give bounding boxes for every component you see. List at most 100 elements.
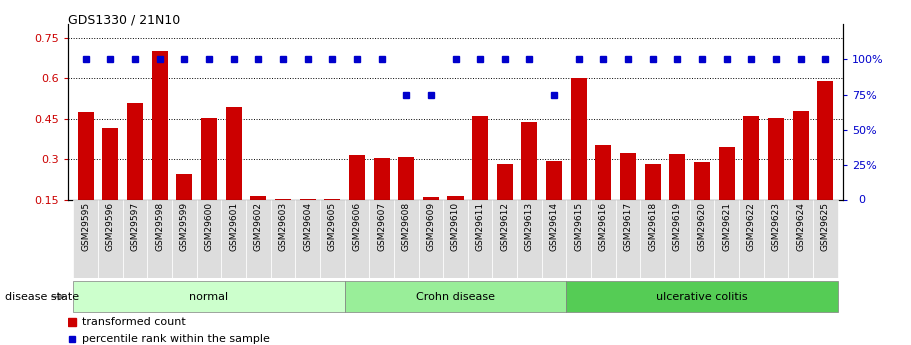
Text: normal: normal [189, 292, 229, 302]
Bar [690, 200, 714, 278]
Text: GSM29598: GSM29598 [155, 201, 164, 251]
Text: GSM29596: GSM29596 [106, 201, 115, 251]
Bar [73, 200, 97, 278]
Text: GSM29623: GSM29623 [772, 201, 781, 251]
Text: GSM29616: GSM29616 [599, 201, 608, 251]
Text: percentile rank within the sample: percentile rank within the sample [82, 334, 270, 344]
Text: GSM29608: GSM29608 [402, 201, 411, 251]
Bar [320, 200, 344, 278]
Text: GSM29601: GSM29601 [229, 201, 238, 251]
Bar [324, 199, 340, 241]
Bar [251, 196, 266, 241]
Bar [719, 147, 735, 241]
Bar [394, 200, 418, 278]
Bar [670, 154, 685, 241]
Text: GSM29613: GSM29613 [525, 201, 534, 251]
Text: GSM29612: GSM29612 [500, 201, 509, 251]
Bar [496, 164, 513, 241]
Bar [645, 164, 660, 241]
Bar [546, 161, 562, 241]
Bar [226, 107, 241, 241]
Text: GSM29624: GSM29624 [796, 201, 805, 250]
Bar [295, 200, 320, 278]
Bar [793, 111, 809, 241]
Bar [714, 200, 739, 278]
Bar [176, 174, 192, 241]
Text: GSM29618: GSM29618 [649, 201, 658, 251]
Bar [344, 200, 369, 278]
Text: GSM29610: GSM29610 [451, 201, 460, 251]
Bar [447, 196, 464, 241]
Bar [443, 200, 468, 278]
Bar [640, 200, 665, 278]
Bar [127, 103, 143, 241]
Text: Crohn disease: Crohn disease [416, 292, 495, 302]
Text: GSM29620: GSM29620 [698, 201, 707, 251]
Bar [197, 200, 221, 278]
Text: disease state: disease state [5, 292, 78, 302]
Bar [344, 281, 567, 312]
Bar [521, 121, 537, 241]
Bar [768, 118, 784, 241]
Bar [763, 200, 788, 278]
Bar [423, 197, 439, 241]
Bar [616, 200, 640, 278]
Bar [300, 199, 315, 241]
Bar [349, 156, 365, 241]
Bar [694, 162, 710, 241]
Text: GSM29617: GSM29617 [624, 201, 632, 251]
Text: GSM29600: GSM29600 [204, 201, 213, 251]
Text: transformed count: transformed count [82, 317, 186, 327]
Bar [148, 200, 172, 278]
Bar [201, 118, 217, 241]
Text: GSM29599: GSM29599 [179, 201, 189, 251]
Text: GSM29622: GSM29622 [747, 201, 756, 250]
Text: GSM29595: GSM29595 [81, 201, 90, 251]
Bar [172, 200, 197, 278]
Bar [123, 200, 148, 278]
Text: ulcerative colitis: ulcerative colitis [656, 292, 748, 302]
Bar [817, 81, 834, 241]
Text: GSM29604: GSM29604 [303, 201, 312, 251]
Bar [567, 281, 838, 312]
Bar [374, 158, 390, 241]
Text: GSM29609: GSM29609 [426, 201, 435, 251]
Bar [221, 200, 246, 278]
Bar [493, 200, 517, 278]
Bar [73, 281, 344, 312]
Bar [77, 112, 94, 241]
Text: GSM29611: GSM29611 [476, 201, 485, 251]
Text: GSM29614: GSM29614 [549, 201, 558, 251]
Bar [739, 200, 763, 278]
Text: GSM29619: GSM29619 [673, 201, 682, 251]
Bar [567, 200, 591, 278]
Text: GSM29606: GSM29606 [353, 201, 362, 251]
Bar [517, 200, 542, 278]
Bar [102, 128, 118, 241]
Bar [788, 200, 814, 278]
Bar [472, 116, 488, 241]
Bar [743, 116, 760, 241]
Text: GSM29615: GSM29615 [574, 201, 583, 251]
Text: GSM29605: GSM29605 [328, 201, 337, 251]
Text: GSM29603: GSM29603 [279, 201, 287, 251]
Text: GSM29602: GSM29602 [253, 201, 262, 251]
Bar [369, 200, 394, 278]
Bar [271, 200, 295, 278]
Bar [596, 145, 611, 241]
Bar [468, 200, 493, 278]
Bar [571, 78, 587, 241]
Text: GDS1330 / 21N10: GDS1330 / 21N10 [68, 14, 180, 27]
Bar [665, 200, 690, 278]
Bar [620, 153, 636, 241]
Bar [246, 200, 271, 278]
Bar [418, 200, 443, 278]
Text: GSM29607: GSM29607 [377, 201, 386, 251]
Bar [275, 199, 291, 241]
Text: GSM29625: GSM29625 [821, 201, 830, 251]
Bar [591, 200, 616, 278]
Bar [814, 200, 838, 278]
Text: 0: 0 [858, 195, 865, 205]
Text: GSM29621: GSM29621 [722, 201, 732, 251]
Bar [542, 200, 567, 278]
